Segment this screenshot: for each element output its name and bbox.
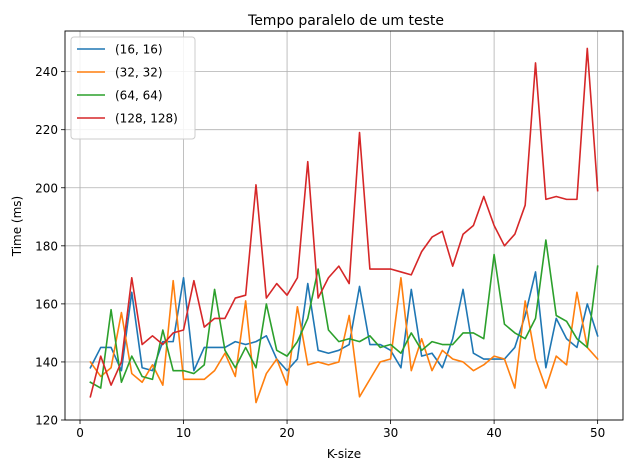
- series-lines: [89, 47, 599, 404]
- legend-box: [70, 36, 196, 140]
- chart-title: Tempo paralelo de um teste: [247, 13, 444, 29]
- series-line-4: [89, 47, 599, 398]
- x-tick-label: 20: [279, 426, 294, 440]
- x-tick-label: 0: [76, 426, 84, 440]
- x-tick-label: 30: [383, 426, 398, 440]
- y-tick-label: 220: [35, 123, 58, 137]
- legend-label: (16, 16): [115, 43, 163, 57]
- legend: (16, 16) (32, 32) (64, 64) (128, 128): [70, 36, 196, 140]
- x-tick-label: 50: [590, 426, 605, 440]
- y-tick-label: 140: [35, 355, 58, 369]
- y-tick-label: 120: [35, 414, 58, 428]
- plot-area-frame: [64, 30, 624, 421]
- y-axis: 120 140 160 180 200 220 240: [35, 65, 65, 428]
- x-tick-label: 40: [486, 426, 501, 440]
- legend-label: (64, 64): [115, 89, 163, 103]
- y-tick-label: 200: [35, 181, 58, 195]
- series-line-1: [89, 271, 599, 372]
- x-tick-label: 10: [176, 426, 191, 440]
- y-axis-label: Time (ms): [10, 196, 24, 258]
- x-axis-label: K-size: [327, 447, 361, 461]
- y-tick-label: 240: [35, 65, 58, 79]
- series-line-3: [89, 239, 599, 389]
- y-tick-label: 180: [35, 239, 58, 253]
- legend-label: (128, 128): [115, 112, 178, 126]
- legend-label: (32, 32): [115, 66, 163, 80]
- y-tick-label: 160: [35, 297, 58, 311]
- gridlines: [65, 31, 623, 421]
- x-axis: 0 10 20 30 40 50: [76, 420, 605, 440]
- series-line-2: [89, 276, 599, 404]
